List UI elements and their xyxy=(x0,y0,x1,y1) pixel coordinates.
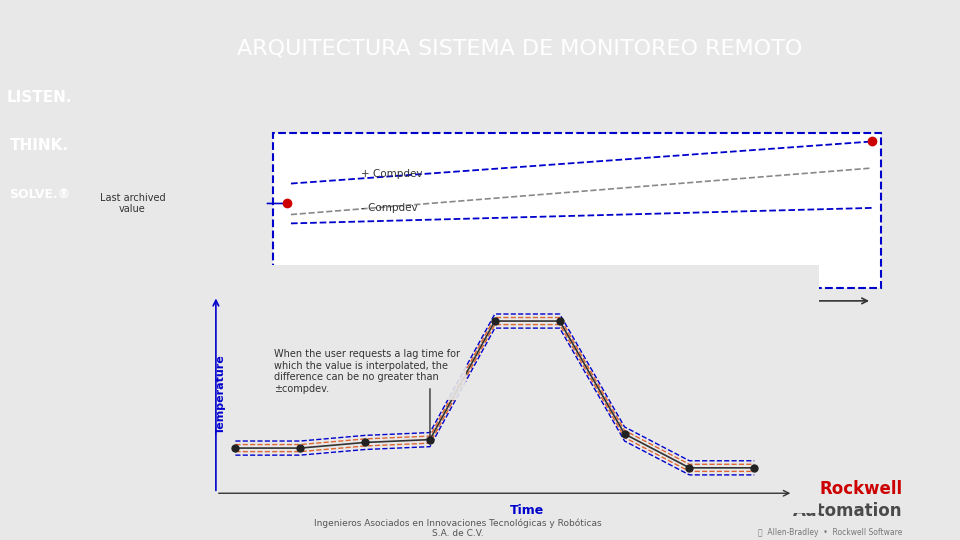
Text: + Compdev: + Compdev xyxy=(361,169,423,179)
Text: - Compdev: - Compdev xyxy=(361,203,418,213)
Text: ARQUITECTURA SISTEMA DE MONITOREO REMOTO: ARQUITECTURA SISTEMA DE MONITOREO REMOTO xyxy=(237,38,803,59)
Text: THINK.: THINK. xyxy=(11,138,69,153)
Text: Ingenieros Asociados en Innovaciones Tecnológicas y Robóticas
S.A. de C.V.: Ingenieros Asociados en Innovaciones Tec… xyxy=(315,518,602,538)
FancyBboxPatch shape xyxy=(274,133,880,288)
Text: Rockwell: Rockwell xyxy=(820,480,902,498)
Text: Ⓜ  Allen-Bradley  •  Rockwell Software: Ⓜ Allen-Bradley • Rockwell Software xyxy=(758,528,902,537)
Text: Time: Time xyxy=(510,504,544,517)
Text: Temperature: Temperature xyxy=(216,355,227,434)
Text: Automation: Automation xyxy=(793,502,902,520)
Text: Last archived
value: Last archived value xyxy=(100,193,165,214)
Text: < Compmax (s): < Compmax (s) xyxy=(558,304,640,314)
Text: When the user requests a lag time for
which the value is interpolated, the
diffe: When the user requests a lag time for wh… xyxy=(275,349,460,394)
Text: SOLVE.®: SOLVE.® xyxy=(10,188,70,201)
Text: LISTEN.: LISTEN. xyxy=(7,90,73,105)
